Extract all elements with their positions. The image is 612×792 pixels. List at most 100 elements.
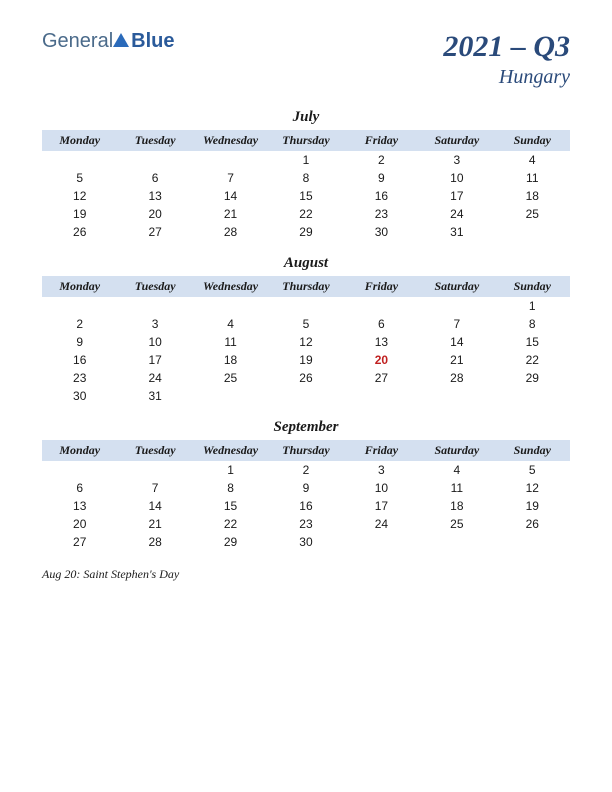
calendar-month: SeptemberMondayTuesdayWednesdayThursdayF… (42, 419, 570, 551)
day-header-cell: Monday (42, 440, 117, 461)
day-cell: 21 (193, 205, 268, 223)
day-header-cell: Sunday (495, 276, 570, 297)
day-header-row: MondayTuesdayWednesdayThursdayFridaySatu… (42, 130, 570, 151)
day-header-cell: Sunday (495, 130, 570, 151)
day-cell: 1 (495, 297, 570, 315)
day-cell: 11 (419, 479, 494, 497)
week-row: 2345678 (42, 315, 570, 333)
day-cell: 27 (344, 369, 419, 387)
day-cell: 30 (268, 533, 343, 551)
day-cell (419, 533, 494, 551)
day-cell: 19 (42, 205, 117, 223)
day-cell: 13 (42, 497, 117, 515)
day-cell: 2 (344, 151, 419, 169)
day-cell: 14 (419, 333, 494, 351)
week-row: 1234 (42, 151, 570, 169)
day-cell: 19 (495, 497, 570, 515)
day-cell: 28 (193, 223, 268, 241)
logo: General Blue (42, 30, 175, 53)
logo-text-general: General (42, 30, 113, 53)
day-cell: 18 (193, 351, 268, 369)
day-cell: 22 (193, 515, 268, 533)
day-cell: 10 (419, 169, 494, 187)
day-cell (495, 533, 570, 551)
day-header-cell: Thursday (268, 276, 343, 297)
day-cell: 7 (193, 169, 268, 187)
day-cell: 5 (42, 169, 117, 187)
day-header-cell: Thursday (268, 130, 343, 151)
week-row: 13141516171819 (42, 497, 570, 515)
day-cell (268, 387, 343, 405)
day-cell: 15 (193, 497, 268, 515)
day-cell: 10 (344, 479, 419, 497)
day-cell: 5 (268, 315, 343, 333)
day-cell: 6 (42, 479, 117, 497)
day-cell: 14 (193, 187, 268, 205)
day-cell: 28 (419, 369, 494, 387)
day-cell (117, 461, 192, 479)
day-cell: 26 (495, 515, 570, 533)
day-cell: 24 (419, 205, 494, 223)
day-header-cell: Thursday (268, 440, 343, 461)
day-cell: 25 (495, 205, 570, 223)
day-cell (117, 151, 192, 169)
day-cell: 11 (193, 333, 268, 351)
week-row: 1 (42, 297, 570, 315)
day-cell: 6 (117, 169, 192, 187)
day-cell: 1 (193, 461, 268, 479)
day-header-cell: Tuesday (117, 130, 192, 151)
day-cell (344, 387, 419, 405)
day-cell: 26 (268, 369, 343, 387)
week-row: 19202122232425 (42, 205, 570, 223)
week-row: 23242526272829 (42, 369, 570, 387)
day-cell: 16 (344, 187, 419, 205)
month-name: August (42, 255, 570, 272)
day-header-cell: Saturday (419, 276, 494, 297)
day-cell: 29 (495, 369, 570, 387)
day-cell: 23 (268, 515, 343, 533)
day-cell: 8 (495, 315, 570, 333)
day-cell: 5 (495, 461, 570, 479)
day-cell: 17 (117, 351, 192, 369)
day-cell: 4 (495, 151, 570, 169)
day-cell (495, 387, 570, 405)
day-cell: 21 (117, 515, 192, 533)
day-cell (193, 387, 268, 405)
day-cell: 7 (419, 315, 494, 333)
day-cell: 4 (419, 461, 494, 479)
day-cell: 10 (117, 333, 192, 351)
day-cell: 12 (268, 333, 343, 351)
day-header-cell: Sunday (495, 440, 570, 461)
week-row: 12131415161718 (42, 187, 570, 205)
day-header-cell: Wednesday (193, 276, 268, 297)
day-cell: 7 (117, 479, 192, 497)
logo-text-blue: Blue (131, 30, 174, 53)
day-cell: 31 (419, 223, 494, 241)
day-cell: 8 (268, 169, 343, 187)
day-cell (419, 297, 494, 315)
day-cell (117, 297, 192, 315)
day-cell: 25 (419, 515, 494, 533)
day-cell: 2 (268, 461, 343, 479)
day-cell: 9 (268, 479, 343, 497)
week-row: 27282930 (42, 533, 570, 551)
day-cell: 6 (344, 315, 419, 333)
day-header-cell: Friday (344, 276, 419, 297)
day-cell: 31 (117, 387, 192, 405)
day-cell: 11 (495, 169, 570, 187)
day-cell: 4 (193, 315, 268, 333)
day-header-cell: Monday (42, 276, 117, 297)
day-cell: 12 (42, 187, 117, 205)
day-header-cell: Wednesday (193, 130, 268, 151)
day-cell: 17 (419, 187, 494, 205)
week-row: 16171819202122 (42, 351, 570, 369)
holiday-footnote: Aug 20: Saint Stephen's Day (42, 567, 570, 582)
day-cell (419, 387, 494, 405)
day-cell: 16 (268, 497, 343, 515)
day-cell: 23 (344, 205, 419, 223)
day-cell: 18 (495, 187, 570, 205)
day-cell: 3 (419, 151, 494, 169)
day-header-cell: Monday (42, 130, 117, 151)
day-cell: 24 (117, 369, 192, 387)
day-header-cell: Friday (344, 440, 419, 461)
